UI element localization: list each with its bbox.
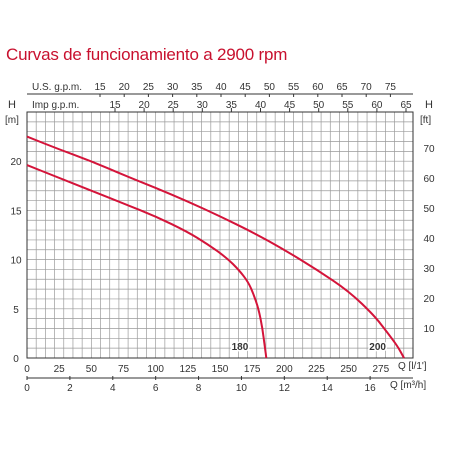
top-us-tick-label: 20: [119, 82, 131, 93]
grid: [27, 112, 413, 358]
series-label-200: 200: [369, 342, 386, 353]
x-primary-tick-label: 50: [86, 364, 98, 375]
top-us-tick-label: 55: [288, 82, 300, 93]
top-us-tick-label: 60: [312, 82, 324, 93]
x-primary-tick-label: 200: [276, 364, 293, 375]
y-right-tick-label: 60: [423, 174, 435, 185]
y-left-tick-label: 10: [10, 256, 22, 267]
y-right-tick-label: 40: [423, 234, 435, 245]
top-us-tick-label: 35: [191, 82, 203, 93]
top-imp-tick-label: 20: [139, 100, 151, 111]
x-primary-tick-label: 250: [340, 364, 357, 375]
x-primary-tick-label: 25: [54, 364, 66, 375]
x-primary-tick-label: 125: [179, 364, 196, 375]
series-line-180: [26, 164, 268, 359]
x-primary-tick-label: 275: [372, 364, 389, 375]
x-secondary-tick-label: 4: [110, 383, 116, 394]
y-left-title: H: [8, 99, 16, 111]
y-right-tick-label: 30: [423, 264, 435, 275]
top-imp-tick-label: 30: [197, 100, 209, 111]
top-imp-axis-label: Imp g.p.m.: [32, 100, 79, 111]
series: 180 200: [26, 135, 405, 359]
top-us-tick-label: 15: [94, 82, 106, 93]
x-secondary-tick-label: 6: [153, 383, 159, 394]
x-secondary-tick-label: 12: [279, 383, 291, 394]
plot-frame: [26, 111, 414, 359]
top-us-tick-label: 40: [215, 82, 227, 93]
top-us-tick-label: 75: [385, 82, 397, 93]
x-primary-tick-label: 175: [244, 364, 261, 375]
top-imp-tick-label: 60: [371, 100, 383, 111]
top-us-tick-label: 30: [167, 82, 179, 93]
x-secondary-tick-label: 16: [365, 383, 377, 394]
y-left-unit: [m]: [5, 115, 19, 126]
top-us-tick-label: 70: [361, 82, 373, 93]
y-right-tick-label: 10: [423, 324, 435, 335]
x-secondary-tick-label: 10: [236, 383, 248, 394]
x-secondary-tick-label: 8: [196, 383, 202, 394]
y-left-tick-label: 15: [10, 206, 22, 217]
top-us-tick-label: 65: [336, 82, 348, 93]
x-secondary-tick-label: 14: [322, 383, 334, 394]
top-imp-tick-label: 50: [313, 100, 325, 111]
x-primary-tick-label: 100: [147, 364, 164, 375]
top-imp-tick-label: 45: [284, 100, 296, 111]
x-secondary-tick-label: 2: [67, 383, 73, 394]
y-left-tick-label: 0: [13, 354, 19, 365]
top-imp-tick-label: 55: [342, 100, 354, 111]
y-right-tick-label: 20: [423, 294, 435, 305]
x-secondary-axis-label: Q [m³/h]: [390, 380, 426, 391]
x-primary-tick-label: 150: [212, 364, 229, 375]
x-primary-tick-label: 225: [308, 364, 325, 375]
x-secondary-tick-label: 0: [24, 383, 30, 394]
x-primary-axis-label: Q [l/1']: [398, 361, 427, 372]
chart-title: Curvas de funcionamiento a 2900 rpm: [6, 45, 288, 64]
top-us-tick-label: 25: [143, 82, 155, 93]
y-right-unit: [ft]: [420, 115, 431, 126]
top-us-tick-label: 45: [240, 82, 252, 93]
top-imp-tick-label: 40: [255, 100, 267, 111]
y-left-tick-label: 20: [10, 157, 22, 168]
top-imp-tick-label: 15: [109, 100, 121, 111]
top-imp-tick-label: 25: [168, 100, 180, 111]
top-us-tick-label: 50: [264, 82, 276, 93]
y-right-tick-label: 70: [423, 144, 435, 155]
series-label-180: 180: [232, 342, 249, 353]
y-right-title: H: [425, 99, 433, 111]
y-right-tick-label: 50: [423, 204, 435, 215]
x-primary-tick-label: 0: [24, 364, 30, 375]
y-left-tick-label: 5: [13, 305, 19, 316]
axes: U.S. g.p.m. Imp g.p.m. H [m] H [ft] Q [l…: [5, 82, 433, 391]
top-imp-tick-label: 35: [226, 100, 238, 111]
x-primary-tick-label: 75: [118, 364, 130, 375]
top-imp-tick-label: 65: [400, 100, 412, 111]
top-us-axis-label: U.S. g.p.m.: [32, 82, 82, 93]
series-line-200: [26, 135, 405, 359]
